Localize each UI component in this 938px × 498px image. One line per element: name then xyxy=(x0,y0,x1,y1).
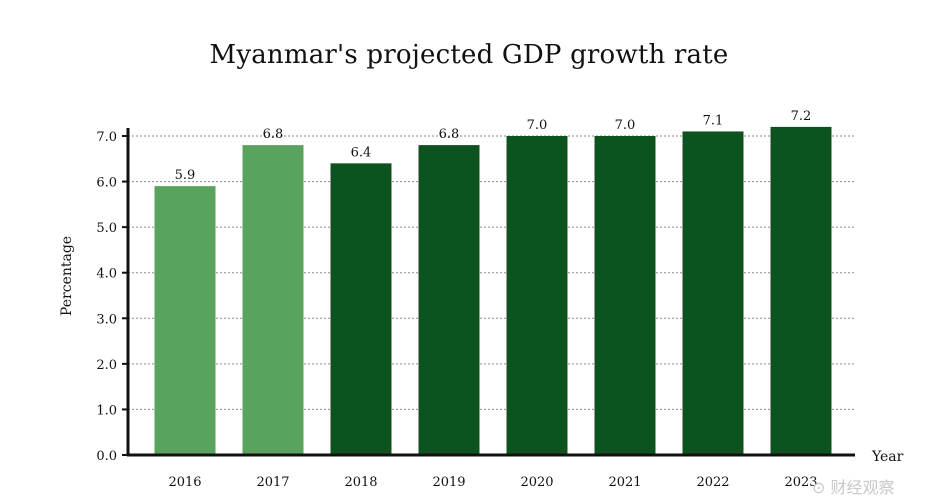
y-axis-title: Percentage xyxy=(59,236,75,316)
x-tick-label: 2018 xyxy=(344,475,377,490)
watermark: ⊙ 财经观察 xyxy=(812,478,895,497)
y-tick-label: 0.0 xyxy=(96,449,117,464)
bar xyxy=(594,136,656,455)
y-tick-label: 4.0 xyxy=(96,267,117,282)
bar xyxy=(506,136,568,455)
data-label: 7.2 xyxy=(791,109,812,124)
y-tick-label: 7.0 xyxy=(96,130,117,145)
bar xyxy=(330,163,392,456)
data-label: 6.4 xyxy=(351,145,372,160)
bar xyxy=(242,145,304,455)
data-label: 5.9 xyxy=(175,168,196,183)
y-tick-label: 5.0 xyxy=(96,221,117,236)
y-tick-label: 6.0 xyxy=(96,176,117,191)
x-tick-label: 2020 xyxy=(520,475,553,490)
y-tick-label: 2.0 xyxy=(96,358,117,373)
data-label: 7.0 xyxy=(527,118,548,133)
data-label: 6.8 xyxy=(263,127,284,142)
x-tick-label: 2022 xyxy=(696,475,729,490)
x-tick-label: 2021 xyxy=(608,475,641,490)
x-tick-label: 2017 xyxy=(256,475,289,490)
x-axis-title: Year xyxy=(871,449,904,465)
y-tick-label: 1.0 xyxy=(96,403,117,418)
x-tick-label: 2016 xyxy=(168,475,201,490)
x-tick-label: 2023 xyxy=(784,475,817,490)
bar xyxy=(154,186,216,455)
bar xyxy=(682,131,744,455)
data-label: 7.1 xyxy=(703,113,724,128)
y-tick-label: 3.0 xyxy=(96,312,117,327)
data-label: 7.0 xyxy=(615,118,636,133)
bar xyxy=(418,145,480,455)
x-tick-label: 2019 xyxy=(432,475,465,490)
data-label: 6.8 xyxy=(439,127,460,142)
bar xyxy=(770,126,832,455)
chart-title: Myanmar's projected GDP growth rate xyxy=(209,40,729,70)
